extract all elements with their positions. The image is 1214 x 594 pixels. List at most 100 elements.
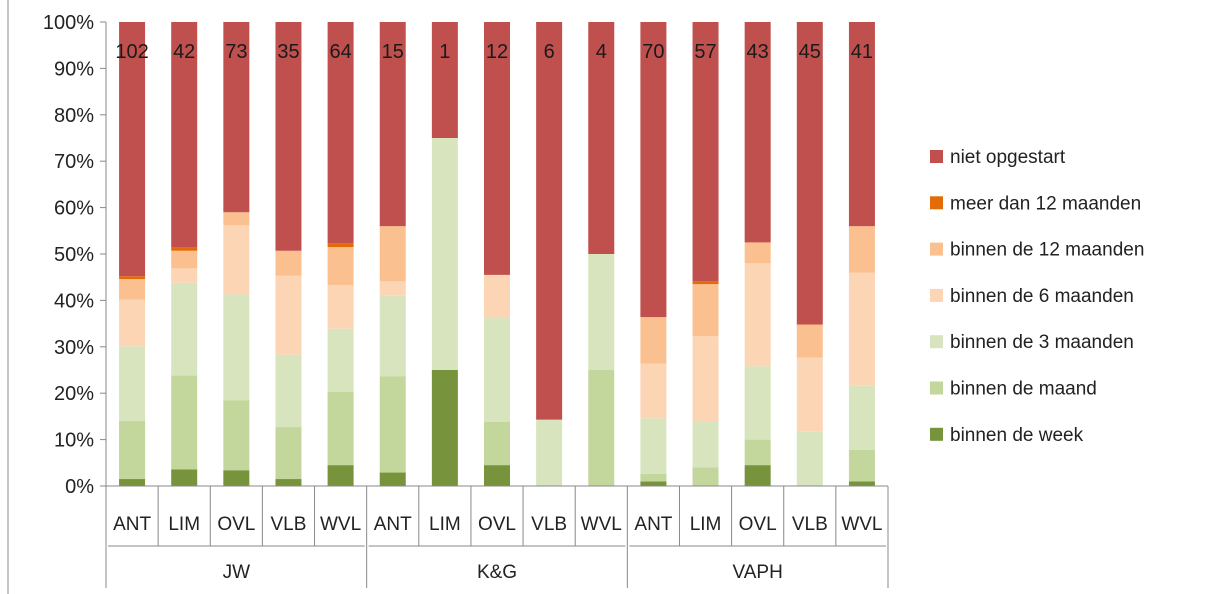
legend-swatch — [930, 381, 943, 395]
bar-total-label: 70 — [642, 41, 664, 63]
bar-segment — [692, 22, 719, 282]
bar-segment — [119, 479, 146, 486]
legend-swatch — [930, 288, 943, 302]
bar-segment — [796, 431, 823, 486]
y-tick-label: 10% — [54, 430, 94, 452]
bar-total-label: 41 — [851, 41, 873, 63]
y-tick-label: 80% — [54, 105, 94, 127]
bar-total-label: 42 — [173, 41, 195, 63]
legend-swatch — [930, 196, 943, 210]
bar-segment — [171, 282, 198, 376]
bar-segment — [744, 465, 771, 486]
bar-segment — [275, 250, 302, 276]
bar-segment — [171, 375, 198, 470]
legend-label: binnen de 3 maanden — [950, 332, 1134, 353]
y-tick-label: 100% — [43, 12, 94, 34]
bar-segment — [484, 274, 510, 318]
x-category-label: WVL — [581, 514, 622, 535]
legend-label: binnen de week — [950, 425, 1084, 446]
bar-segment — [119, 421, 146, 480]
bar-segment — [171, 469, 198, 486]
plot-area: 0% 10% 20% 30% 40% 50% 60% 70% 80% 90% 100% 102 42 73… — [43, 12, 889, 588]
x-category-label: ANT — [374, 514, 412, 535]
y-tick-label: 0% — [65, 476, 94, 498]
bar-total-label: 102 — [115, 41, 148, 63]
bar-segment — [431, 370, 458, 486]
bar-segment — [119, 299, 146, 347]
legend-label: binnen de maand — [950, 379, 1097, 400]
bar-segment — [171, 22, 198, 248]
bar-segment — [275, 427, 302, 480]
bar-segment — [275, 22, 302, 251]
x-category-label: VLB — [792, 514, 828, 535]
bar-segment — [744, 366, 771, 440]
bar-segment — [796, 357, 823, 432]
x-category-label: ANT — [634, 514, 672, 535]
bar-segment — [848, 226, 875, 273]
x-category-label: OVL — [217, 514, 255, 535]
bar-segment — [223, 22, 250, 213]
bar-segment — [379, 376, 406, 473]
bar-total-label: 12 — [486, 41, 508, 63]
bar-segment — [327, 243, 354, 248]
legend-swatch — [930, 335, 943, 349]
bar-segment — [796, 22, 823, 325]
bar-segment — [692, 336, 719, 422]
bar-segment — [744, 263, 771, 367]
bar-segment — [536, 419, 563, 486]
bar-segment — [744, 439, 771, 466]
bar-segment — [275, 479, 302, 486]
bar-segment — [640, 363, 667, 419]
bar-segment — [171, 247, 198, 251]
bar-segment — [327, 391, 354, 466]
bar-segment — [744, 242, 771, 264]
bar-total-label: 15 — [382, 41, 404, 63]
bar-segment — [588, 254, 615, 370]
bar-total-label: 1 — [439, 41, 450, 63]
x-category-label: WVL — [320, 514, 361, 535]
bar-segment — [588, 22, 615, 254]
y-tick-label: 30% — [54, 337, 94, 359]
bar-segment — [379, 295, 406, 377]
bar-segment — [327, 247, 354, 286]
x-group-label: VAPH — [732, 562, 782, 583]
bar-segment — [692, 284, 719, 337]
x-category-label: WVL — [841, 514, 882, 535]
bar-total-label: 64 — [329, 41, 351, 63]
bar-segment — [848, 272, 875, 386]
x-group-label: JW — [223, 562, 251, 583]
legend-label: binnen de 12 maanden — [950, 240, 1144, 261]
legend-label: binnen de 6 maanden — [950, 286, 1134, 307]
bar-segment — [171, 250, 198, 269]
x-category-label: VLB — [531, 514, 567, 535]
bar-segment — [640, 317, 667, 364]
bar-segment — [223, 400, 250, 471]
legend: niet opgestart meer dan 12 maanden binnen … — [930, 147, 1144, 446]
bar-total-label: 6 — [544, 41, 555, 63]
bar-segment — [327, 285, 354, 329]
bar-segment — [379, 22, 406, 227]
bar-segment — [223, 294, 250, 401]
bar-segment — [379, 281, 406, 296]
y-tick-label: 20% — [54, 383, 94, 405]
bar-total-label: 73 — [225, 41, 247, 63]
bar-segment — [640, 22, 667, 318]
bar-segment — [484, 317, 510, 422]
bar-segment — [171, 268, 198, 283]
y-tick-label: 40% — [54, 290, 94, 312]
bar-segment — [848, 481, 875, 486]
bar-segment — [692, 421, 719, 468]
x-category-label: LIM — [168, 514, 200, 535]
bar-segment — [796, 324, 823, 358]
y-tick-label: 50% — [54, 244, 94, 266]
bar-segment — [431, 138, 458, 370]
bar-segment — [692, 467, 719, 486]
bar-segment — [692, 281, 719, 285]
bar-segment — [848, 449, 875, 482]
bar-segment — [327, 22, 354, 244]
bar-segment — [536, 22, 563, 420]
bar-segment — [848, 385, 875, 450]
y-tick-label: 90% — [54, 58, 94, 80]
legend-swatch — [930, 242, 943, 256]
bar-segment — [484, 22, 510, 275]
